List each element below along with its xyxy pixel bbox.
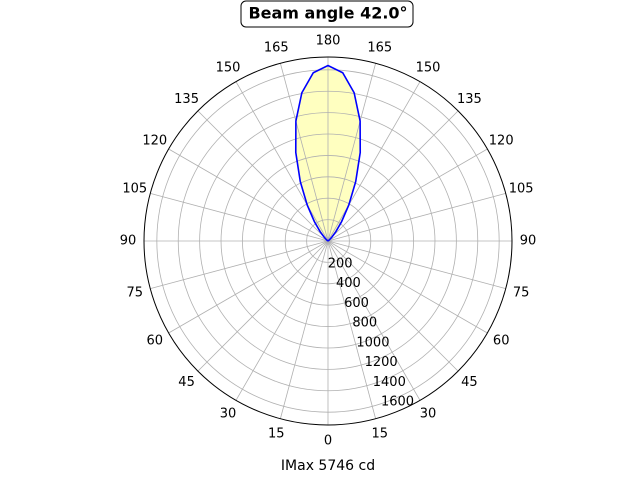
theta-tick-label: 30 <box>220 407 237 422</box>
title-box <box>240 0 414 28</box>
angular-grid-line <box>327 240 421 401</box>
angular-grid-line <box>235 240 329 401</box>
r-tick-label: 1400 <box>373 375 406 390</box>
angular-grid-line <box>327 240 488 334</box>
r-tick-label: 200 <box>328 256 353 271</box>
polar-frame <box>143 56 513 426</box>
theta-tick-label: 75 <box>127 285 144 300</box>
theta-tick-label: 45 <box>461 375 478 390</box>
theta-tick-label: 30 <box>420 407 437 422</box>
angular-grid-line <box>327 63 377 242</box>
r-tick-label: 1200 <box>365 355 398 370</box>
angular-grid-line <box>327 240 506 290</box>
r-tick-label: 800 <box>352 316 377 331</box>
theta-tick-label: 120 <box>142 134 167 149</box>
r-tick-label: 1000 <box>356 335 389 350</box>
angular-grid-line <box>327 148 488 242</box>
theta-tick-label: 165 <box>264 40 289 55</box>
theta-tick-label: 150 <box>216 60 241 75</box>
r-tick-label: 400 <box>336 276 361 291</box>
theta-tick-label: 0 <box>324 434 332 449</box>
x-axis-label: IMax 5746 cd <box>281 458 375 474</box>
theta-tick-label: 15 <box>371 427 388 442</box>
theta-tick-label: 135 <box>174 92 199 107</box>
angular-grid-line <box>197 110 329 242</box>
theta-tick-label: 60 <box>147 334 164 349</box>
chart-title: Beam angle 42.0° <box>248 4 407 23</box>
theta-tick-label: 180 <box>316 34 341 49</box>
angular-grid-line <box>327 192 506 242</box>
theta-tick-label: 45 <box>178 375 195 390</box>
r-tick-label: 600 <box>344 296 369 311</box>
angular-grid-line <box>327 240 459 372</box>
theta-tick-label: 15 <box>268 427 285 442</box>
angular-grid-line <box>168 148 329 242</box>
angular-grid-line <box>279 240 329 419</box>
theta-tick-label: 90 <box>120 234 137 249</box>
angular-grid-line <box>150 240 329 290</box>
beam-line <box>294 64 362 242</box>
angular-grid-line <box>150 192 329 242</box>
theta-tick-label: 75 <box>513 285 530 300</box>
angular-grid-line <box>327 240 377 419</box>
r-tick-label: 1600 <box>381 395 414 410</box>
theta-tick-label: 165 <box>367 40 392 55</box>
theta-tick-label: 150 <box>416 60 441 75</box>
theta-tick-label: 90 <box>520 234 537 249</box>
angular-grid-line <box>327 110 459 242</box>
angular-grid-line <box>168 240 329 334</box>
theta-tick-label: 105 <box>509 182 534 197</box>
theta-tick-label: 60 <box>493 334 510 349</box>
theta-tick-label: 135 <box>457 92 482 107</box>
theta-tick-label: 120 <box>489 134 514 149</box>
angular-grid-line <box>279 63 329 242</box>
theta-tick-label: 105 <box>122 182 147 197</box>
angular-grid-line <box>327 81 421 242</box>
angular-grid-line <box>235 81 329 242</box>
angular-grid-line <box>197 240 329 372</box>
